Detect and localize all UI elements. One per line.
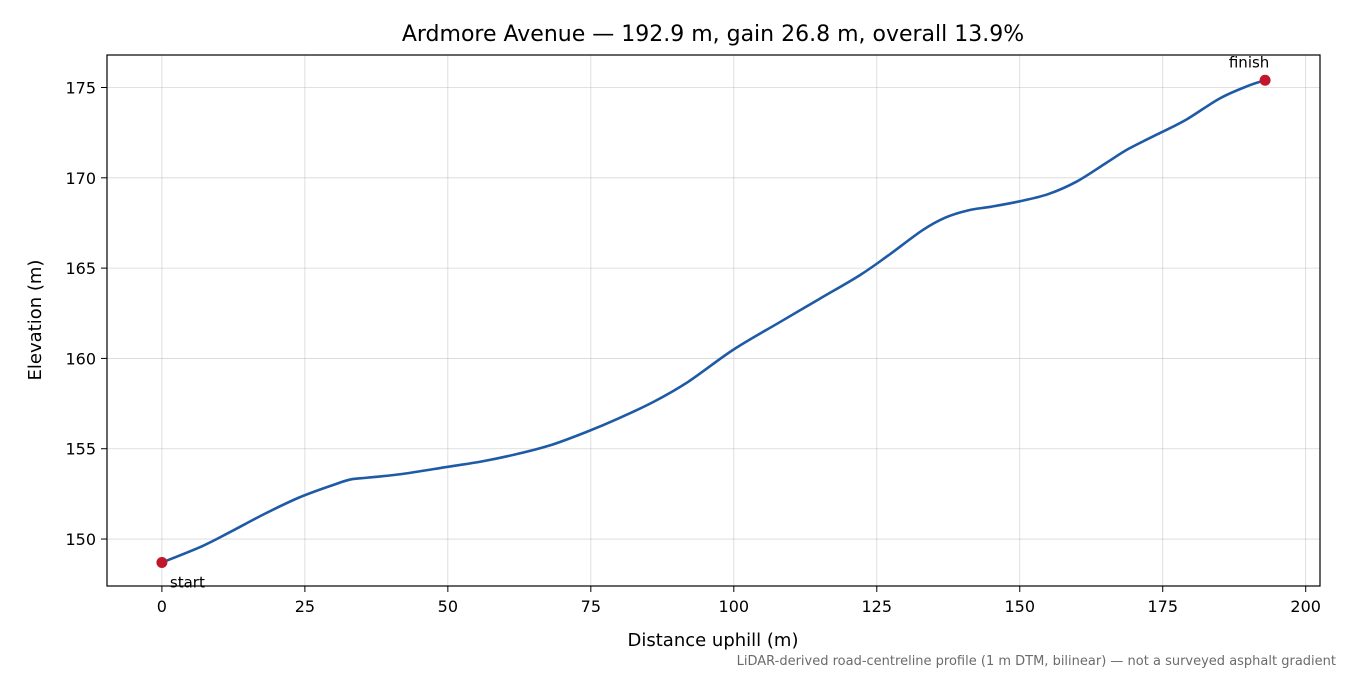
x-tick-label: 125: [862, 597, 893, 616]
finish-label: finish: [1229, 53, 1269, 71]
x-tick-label: 175: [1147, 597, 1178, 616]
y-axis-ticks: 150 155 160 165 170 175: [65, 79, 107, 549]
y-tick-label: 155: [65, 440, 96, 459]
x-tick-label: 100: [719, 597, 750, 616]
start-label: start: [170, 574, 205, 592]
x-tick-label: 25: [295, 597, 315, 616]
y-axis-label: Elevation (m): [25, 260, 46, 381]
x-axis-ticks: 0 25 50 75 100 125 150 175 200: [157, 586, 1321, 616]
y-tick-label: 160: [65, 349, 96, 368]
x-tick-label: 50: [438, 597, 458, 616]
finish-marker: [1259, 74, 1271, 86]
y-tick-label: 165: [65, 259, 96, 278]
x-tick-label: 200: [1290, 597, 1321, 616]
x-axis-label: Distance uphill (m): [628, 630, 799, 651]
footnote: LiDAR-derived road-centreline profile (1…: [737, 654, 1336, 669]
endpoint-markers: start finish: [156, 53, 1271, 592]
x-tick-label: 0: [157, 597, 167, 616]
y-tick-label: 150: [65, 530, 96, 549]
x-tick-label: 150: [1004, 597, 1035, 616]
y-tick-label: 175: [65, 79, 96, 98]
plot-frame: [106, 54, 1321, 587]
y-tick-label: 170: [65, 169, 96, 188]
grid: [107, 55, 1320, 586]
elevation-series-line: [160, 78, 1267, 564]
plot-data: [160, 78, 1267, 564]
chart-title: Ardmore Avenue — 192.9 m, gain 26.8 m, o…: [402, 22, 1024, 47]
start-marker: [156, 557, 168, 569]
x-tick-label: 75: [581, 597, 601, 616]
